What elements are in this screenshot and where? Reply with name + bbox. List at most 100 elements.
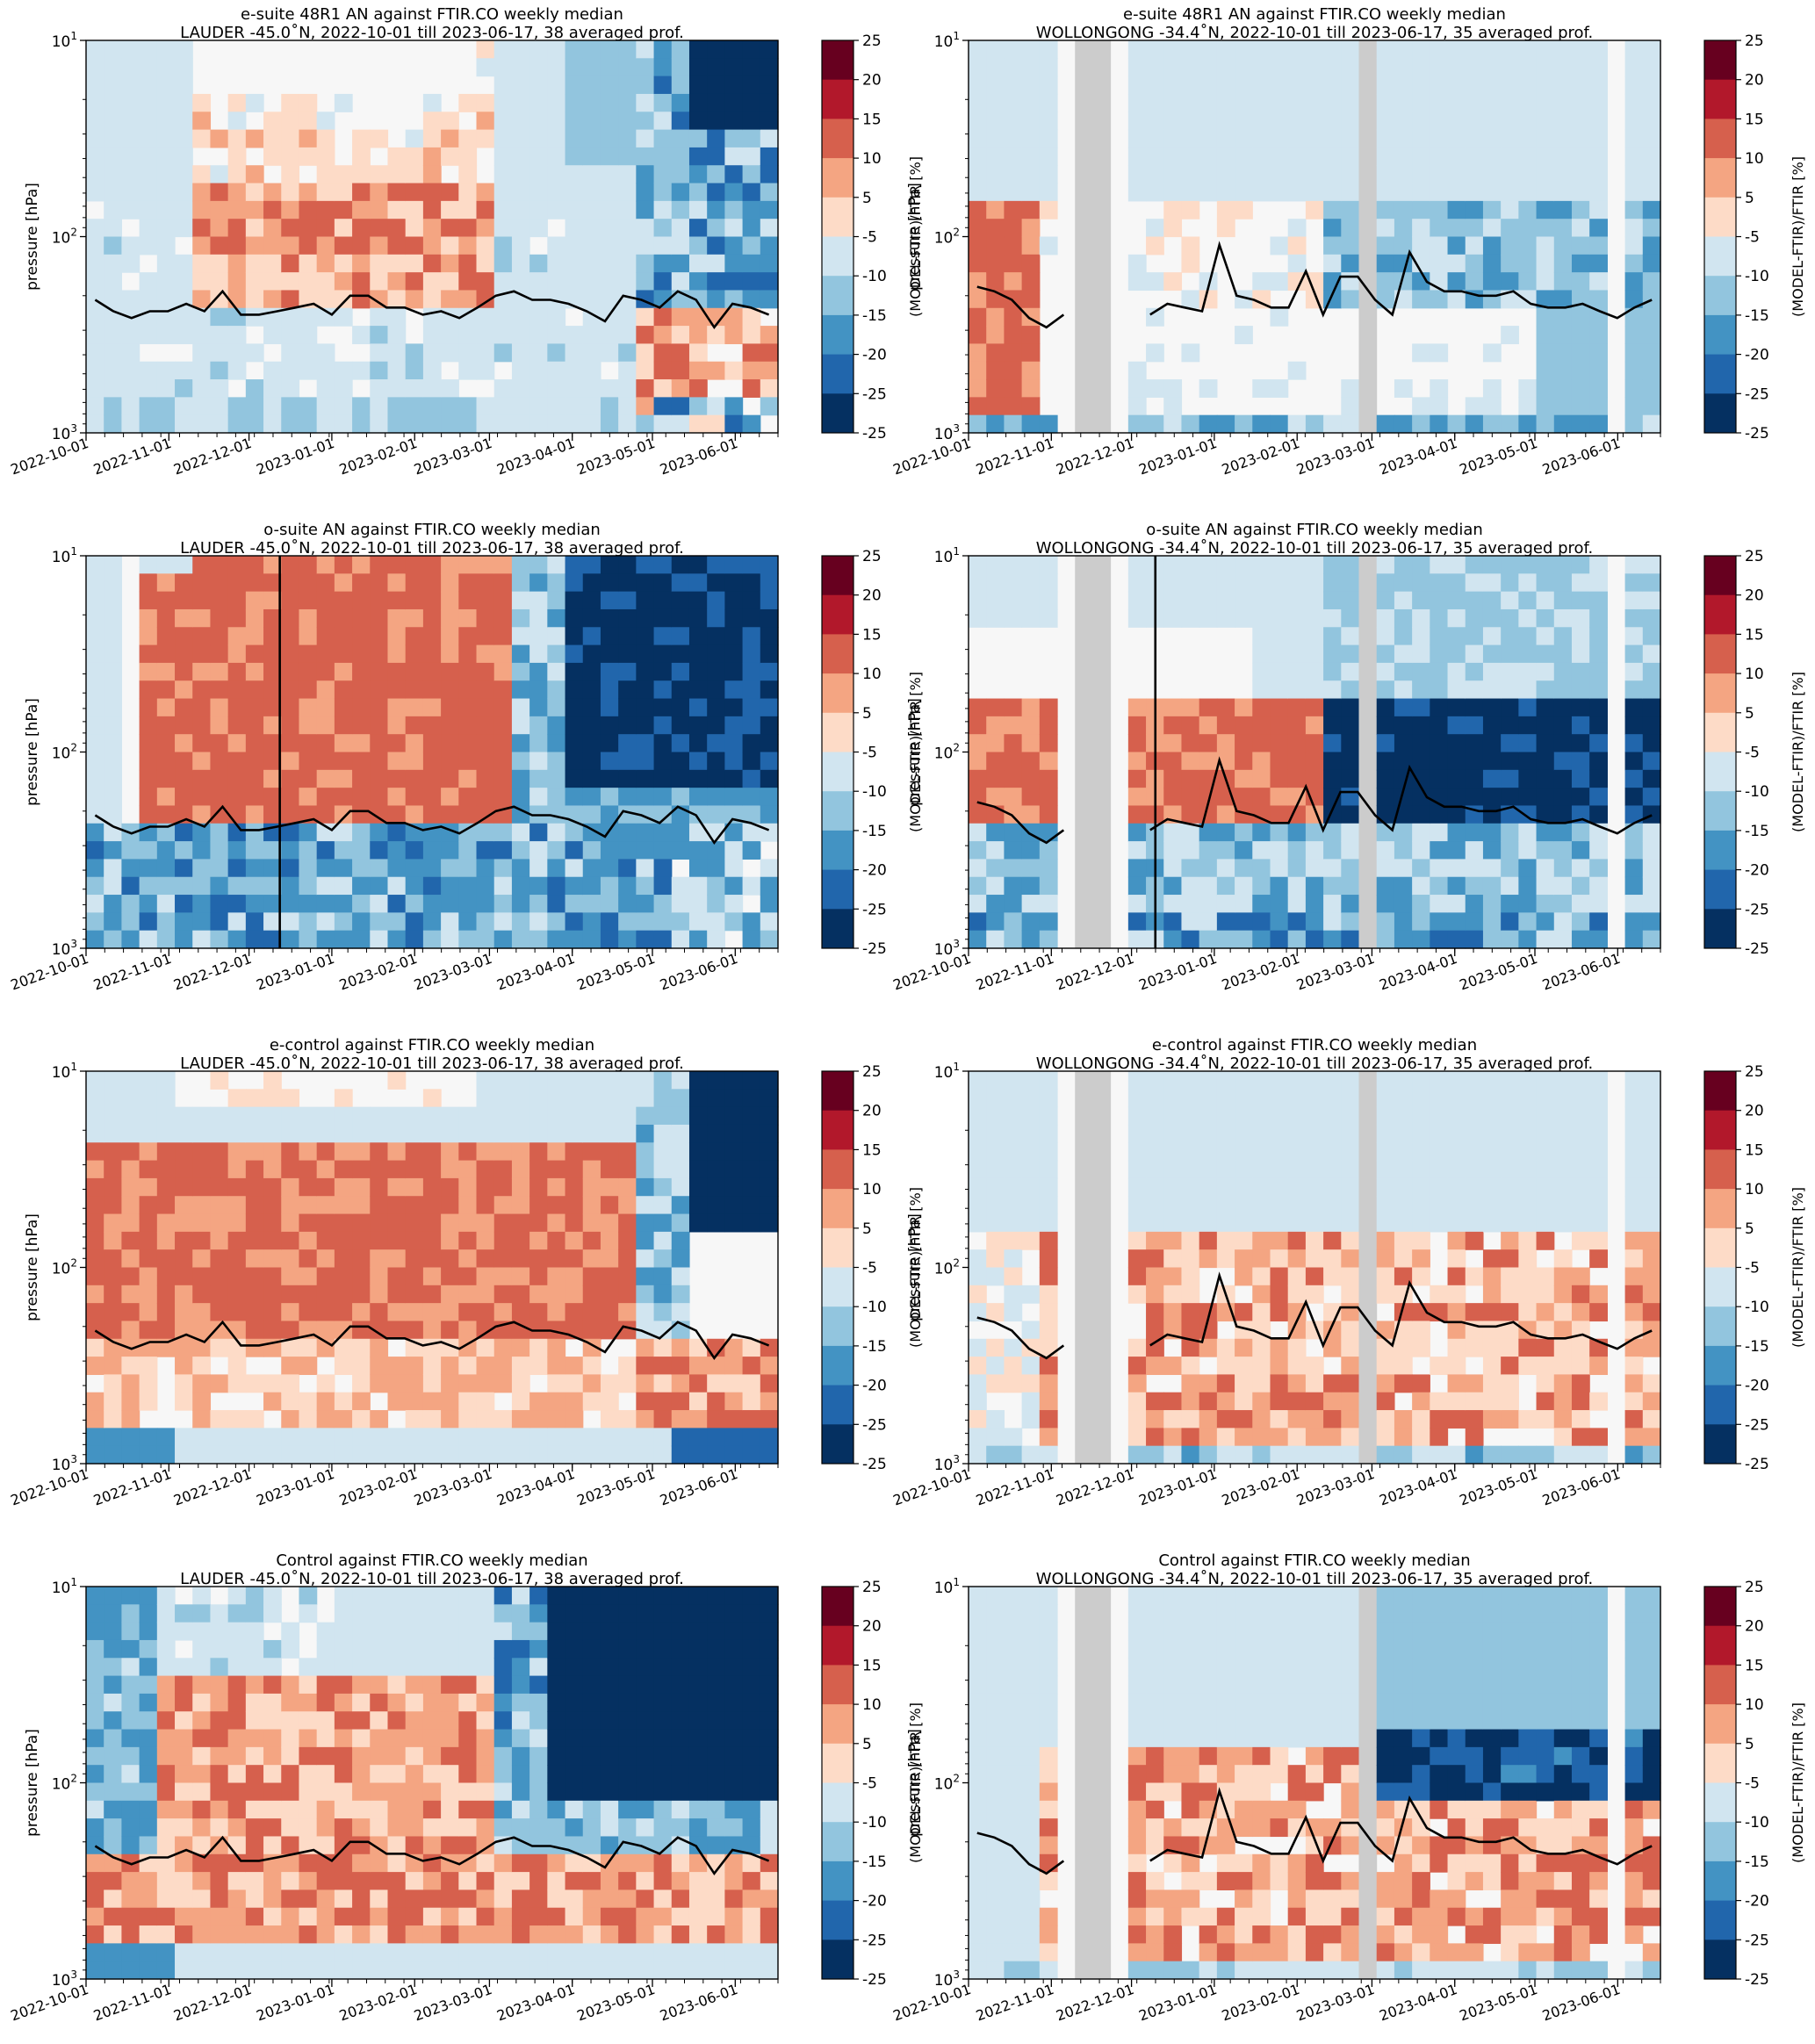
- heatmap-cell: [1518, 254, 1538, 273]
- heatmap-cell: [1376, 1410, 1395, 1429]
- heatmap-cell: [1163, 58, 1183, 77]
- heatmap-cell: [707, 1106, 725, 1126]
- heatmap-cell: [565, 788, 584, 807]
- heatmap-cell: [281, 1106, 300, 1126]
- heatmap-cell: [1394, 76, 1413, 95]
- heatmap-cell: [405, 254, 424, 273]
- heatmap-cell: [1216, 1374, 1235, 1393]
- heatmap-cell: [1412, 1089, 1430, 1108]
- heatmap-cell: [986, 58, 1005, 77]
- heatmap-cell: [1127, 272, 1147, 291]
- heatmap-cell: [422, 165, 442, 184]
- heatmap-cell: [1127, 165, 1147, 184]
- heatmap-cell: [1518, 608, 1538, 628]
- heatmap-cell: [245, 769, 264, 788]
- heatmap-cell: [370, 608, 389, 628]
- heatmap-cell: [1323, 1124, 1342, 1143]
- heatmap-cell: [1571, 680, 1590, 700]
- heatmap-cell: [387, 1267, 407, 1286]
- heatmap-cell: [618, 1231, 637, 1250]
- colorbar-tick-label: 5: [862, 705, 872, 723]
- heatmap-cell: [334, 1213, 353, 1233]
- colorbar-tick-label: -15: [862, 823, 887, 840]
- heatmap-cell: [688, 183, 708, 202]
- heatmap-cell: [565, 254, 584, 273]
- heatmap-cell: [1323, 200, 1342, 220]
- heatmap-cell: [986, 1410, 1005, 1429]
- heatmap-cell: [1624, 662, 1644, 681]
- heatmap-cell: [1216, 40, 1235, 59]
- heatmap-cell: [1394, 272, 1413, 291]
- heatmap-cell: [263, 1285, 282, 1304]
- heatmap-cell: [1412, 290, 1430, 309]
- heatmap-cell: [1127, 76, 1147, 95]
- heatmap-cell: [1518, 698, 1538, 717]
- heatmap-cell: [1642, 823, 1661, 842]
- heatmap-cell: [969, 859, 987, 878]
- heatmap-cell: [565, 147, 584, 166]
- heatmap-cell: [405, 1374, 424, 1393]
- heatmap-cell: [582, 272, 601, 291]
- heatmap-cell: [1199, 823, 1218, 842]
- heatmap-cell: [175, 1124, 193, 1143]
- heatmap-cell: [1181, 1357, 1200, 1376]
- heatmap-cell: [760, 1160, 779, 1179]
- heatmap-cell: [1235, 1392, 1253, 1411]
- heatmap-cell: [1305, 129, 1324, 148]
- heatmap-cell: [1004, 608, 1023, 628]
- heatmap-cell: [1199, 1160, 1218, 1179]
- heatmap-cell: [671, 698, 690, 717]
- heatmap-cell: [1146, 1357, 1164, 1376]
- heatmap-cell: [245, 1160, 264, 1179]
- heatmap-cell: [547, 841, 566, 860]
- heatmap-cell: [476, 912, 495, 932]
- heatmap-cell: [192, 343, 212, 363]
- heatmap-cell: [405, 895, 424, 913]
- heatmap-cell: [192, 1177, 212, 1197]
- heatmap-cell: [104, 1124, 123, 1143]
- heatmap-cell: [1430, 93, 1449, 112]
- heatmap-cell: [618, 254, 637, 273]
- heatmap-cell: [1571, 1196, 1590, 1215]
- x-tick-label: 2023-05-01: [574, 435, 657, 479]
- heatmap-cell: [263, 290, 282, 309]
- heatmap-cell: [1127, 912, 1147, 932]
- heatmap-cell: [1412, 1392, 1430, 1411]
- heatmap-cell: [1235, 1177, 1253, 1197]
- heatmap-cell: [1518, 379, 1538, 398]
- heatmap-cell: [1394, 254, 1413, 273]
- heatmap-cell: [476, 1177, 495, 1197]
- heatmap-cell: [1412, 1142, 1430, 1162]
- heatmap-cell: [370, 912, 389, 932]
- heatmap-cell: [1412, 254, 1430, 273]
- heatmap-cell: [121, 183, 140, 202]
- heatmap-cell: [1163, 40, 1183, 59]
- heatmap-cell: [405, 379, 424, 398]
- heatmap-cell: [334, 912, 353, 932]
- heatmap-cell: [582, 788, 601, 807]
- heatmap-cell: [618, 895, 637, 913]
- heatmap-cell: [969, 112, 987, 131]
- heatmap-cell: [1287, 556, 1307, 574]
- heatmap-cell: [986, 183, 1005, 202]
- heatmap-cell: [1412, 93, 1430, 112]
- heatmap-cell: [1270, 1285, 1289, 1304]
- heatmap-cell: [281, 1177, 300, 1197]
- heatmap-cell: [1004, 307, 1023, 327]
- heatmap-cell: [1181, 608, 1200, 628]
- heatmap-cell: [175, 1374, 193, 1393]
- heatmap-cell: [1216, 930, 1235, 949]
- heatmap-cell: [1571, 1285, 1590, 1304]
- heatmap-cell: [969, 788, 987, 807]
- heatmap-cell: [671, 680, 690, 700]
- heatmap-cell: [263, 698, 282, 717]
- heatmap-cell: [636, 1196, 655, 1215]
- heatmap-cell: [636, 1142, 655, 1162]
- heatmap-cell: [671, 627, 690, 646]
- heatmap-cell: [1589, 254, 1608, 273]
- heatmap-cell: [245, 307, 264, 327]
- heatmap-cell: [1004, 859, 1023, 878]
- heatmap-cell: [316, 627, 335, 646]
- heatmap-cell: [405, 680, 424, 700]
- heatmap-cell: [493, 662, 513, 681]
